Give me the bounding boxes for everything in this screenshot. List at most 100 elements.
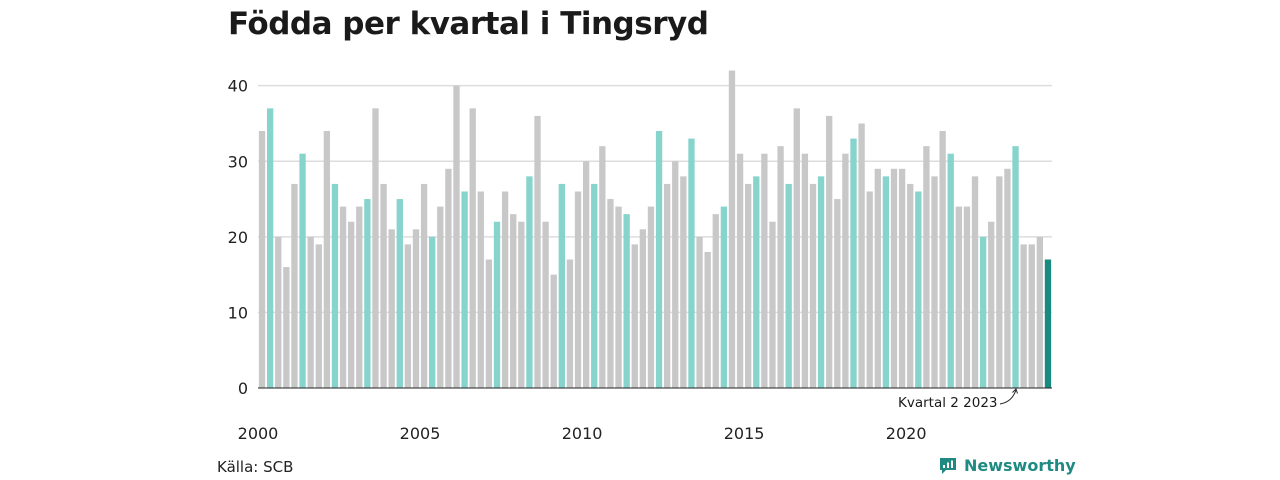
bar — [453, 85, 460, 389]
bar — [542, 221, 549, 388]
bar — [566, 259, 574, 388]
bar — [518, 221, 525, 388]
newsworthy-logo-icon — [940, 458, 956, 474]
bar — [809, 183, 817, 388]
bar — [639, 229, 647, 388]
bar — [599, 146, 606, 388]
bar — [761, 153, 768, 388]
brand-name: Newsworthy — [964, 455, 1076, 475]
bar — [680, 176, 687, 388]
bar — [1012, 146, 1019, 388]
bar — [688, 138, 695, 388]
bar — [915, 191, 922, 388]
bar — [550, 274, 557, 388]
bar — [963, 206, 971, 388]
annotation-arrow — [999, 389, 1017, 405]
bars — [258, 70, 1052, 389]
bar — [850, 138, 857, 388]
bar — [971, 176, 979, 388]
bar — [266, 108, 274, 388]
bar — [907, 183, 914, 388]
bar — [323, 131, 331, 388]
bar — [834, 199, 841, 388]
bar — [591, 183, 598, 388]
bar — [955, 206, 962, 388]
bar — [1020, 244, 1027, 388]
bar — [348, 221, 355, 388]
bar — [655, 131, 663, 388]
bar — [947, 153, 954, 388]
y-tick-label: 30 — [228, 152, 248, 171]
bar — [299, 153, 306, 388]
bar — [890, 168, 898, 388]
bar — [988, 221, 995, 388]
bar — [445, 168, 452, 388]
bar — [728, 70, 736, 388]
bar — [696, 236, 703, 388]
bar — [777, 146, 784, 388]
annotation: Kvartal 2 2023 — [898, 388, 1018, 411]
bar — [388, 229, 395, 388]
bar — [979, 236, 987, 388]
bar — [712, 214, 719, 388]
bar — [704, 251, 711, 388]
bar — [753, 176, 760, 388]
bar — [1036, 236, 1044, 388]
bar — [501, 191, 509, 388]
bar — [574, 191, 582, 388]
bar — [769, 221, 776, 388]
bar — [939, 131, 946, 388]
bar — [736, 153, 744, 388]
bar — [291, 183, 298, 388]
bar — [631, 244, 638, 388]
y-tick-label: 0 — [238, 379, 248, 398]
bar — [882, 176, 890, 388]
bar — [923, 146, 930, 388]
annotation-arrowhead — [1012, 388, 1018, 394]
x-tick-label: 2015 — [724, 424, 765, 443]
bar — [647, 206, 655, 388]
bar — [461, 191, 468, 388]
bar — [1028, 244, 1035, 388]
bar — [404, 244, 412, 388]
bar — [396, 199, 403, 388]
bar — [615, 206, 622, 388]
bar — [607, 199, 614, 388]
bar — [672, 161, 679, 388]
bar — [356, 206, 363, 388]
bar — [412, 229, 420, 388]
bar — [258, 131, 266, 388]
bar — [275, 236, 282, 388]
bar — [331, 183, 339, 388]
bar — [477, 191, 484, 388]
bar — [534, 115, 541, 388]
bar — [339, 206, 347, 388]
bar — [582, 161, 590, 388]
bar — [996, 176, 1003, 388]
bar — [898, 168, 906, 388]
bar — [720, 206, 728, 388]
bar — [1004, 168, 1011, 388]
bar — [364, 199, 371, 388]
source-note: Källa: SCB — [217, 458, 294, 476]
bar — [858, 123, 865, 388]
bar — [1044, 259, 1052, 388]
y-tick-label: 10 — [228, 303, 248, 322]
bar — [663, 183, 671, 388]
bar — [793, 108, 800, 388]
bar — [745, 183, 752, 388]
annotation-label: Kvartal 2 2023 — [898, 395, 998, 411]
bar — [931, 176, 938, 388]
bar — [874, 168, 881, 388]
bar — [801, 153, 809, 388]
x-tick-label: 2020 — [886, 424, 927, 443]
bar — [785, 183, 792, 388]
brand: Newsworthy — [938, 455, 1076, 475]
bar — [558, 183, 565, 388]
bar — [826, 115, 833, 388]
bar — [526, 176, 533, 388]
bar — [510, 214, 517, 388]
bar — [623, 214, 630, 388]
bar — [866, 191, 873, 388]
